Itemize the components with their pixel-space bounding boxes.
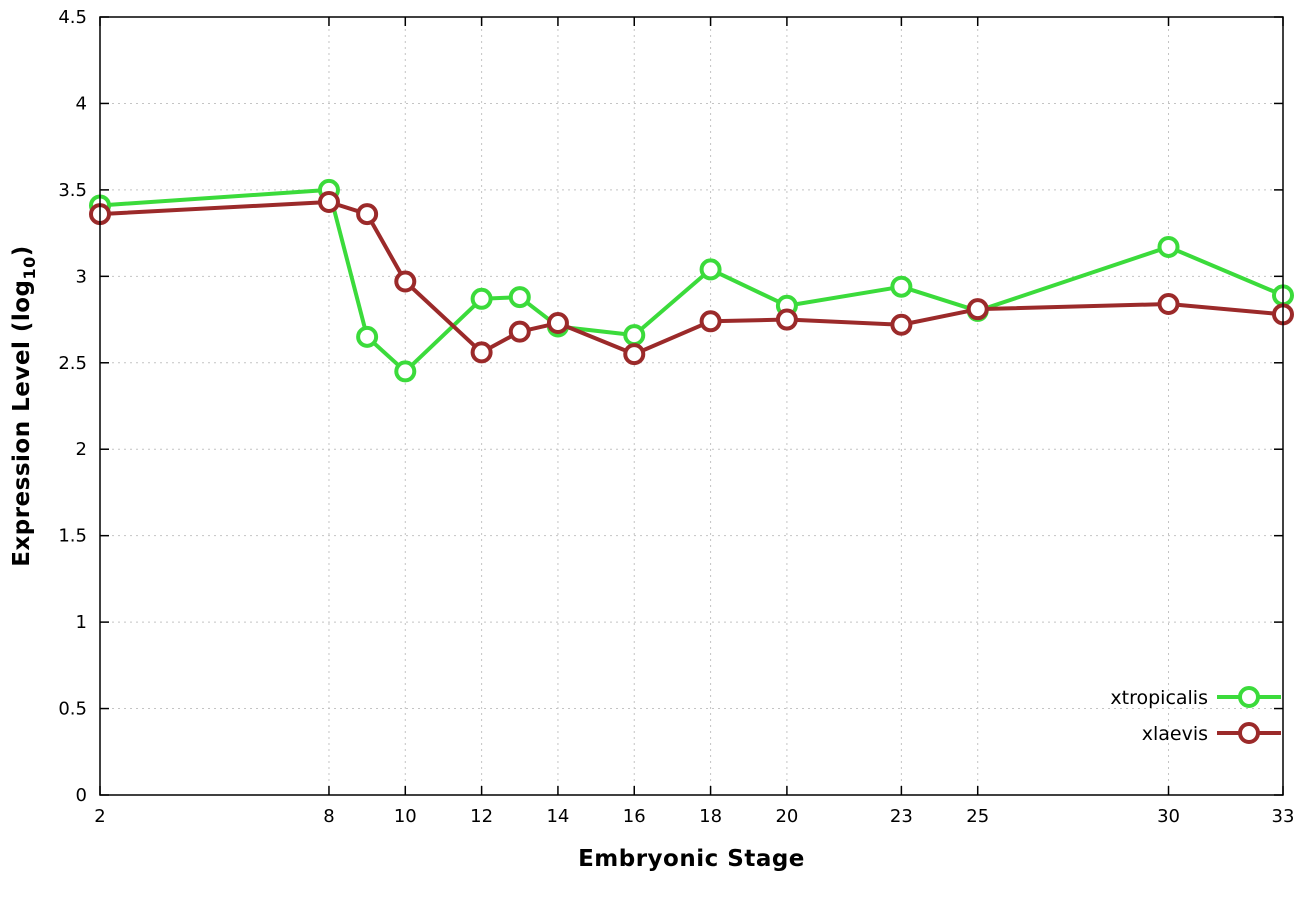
- x-tick-label: 8: [323, 806, 334, 827]
- x-tick-label: 18: [699, 806, 722, 827]
- y-tick-label: 0.5: [58, 699, 87, 720]
- data-point: [317, 190, 340, 213]
- plot-border: [99, 16, 1284, 796]
- data-point: [775, 308, 798, 331]
- y-tick-labels: 0 0.5 1 1.5 2 2.5 3 3.5 4 4.5: [58, 7, 87, 806]
- data-point: [508, 286, 531, 309]
- y-axis-title-close: ): [9, 245, 36, 257]
- x-tick-label: 23: [890, 806, 913, 827]
- series-xtropicalis: [89, 178, 1294, 383]
- data-point: [623, 343, 646, 366]
- data-point: [356, 325, 379, 348]
- y-tick-label: 4.5: [58, 7, 87, 28]
- y-axis-title: Expression Level (log10): [9, 245, 39, 567]
- y-tick-label: 3: [76, 266, 87, 287]
- x-tick-label: 25: [966, 806, 989, 827]
- data-point: [394, 360, 417, 383]
- grid: [99, 16, 1284, 796]
- x-axis-title: Embryonic Stage: [578, 846, 805, 872]
- x-tick-label: 12: [470, 806, 493, 827]
- x-tick-label: 30: [1157, 806, 1180, 827]
- legend-label-xlaevis: xlaevis: [1142, 723, 1208, 745]
- y-tick-label: 2.5: [58, 353, 87, 374]
- data-point: [699, 310, 722, 333]
- x-tick-label: 16: [623, 806, 646, 827]
- y-tick-label: 1: [76, 612, 87, 633]
- y-tick-label: 4: [76, 93, 87, 114]
- data-point: [356, 203, 379, 226]
- x-tick-label: 2: [94, 806, 105, 827]
- data-point: [394, 270, 417, 293]
- data-point: [699, 258, 722, 281]
- data-point: [966, 298, 989, 321]
- data-point: [470, 341, 493, 364]
- series-xlaevis: [89, 190, 1294, 366]
- legend-label-xtropicalis: xtropicalis: [1110, 687, 1208, 709]
- y-tick-label: 3.5: [58, 180, 87, 201]
- data-point: [546, 312, 569, 335]
- y-axis-title-text: Expression Level (log: [9, 279, 36, 567]
- legend-marker: [1238, 686, 1260, 708]
- series-line-xlaevis: [98, 199, 1285, 357]
- y-tick-label: 0: [76, 785, 87, 806]
- tick-marks: [99, 16, 1284, 796]
- data-point: [470, 287, 493, 310]
- x-tick-label: 10: [394, 806, 417, 827]
- y-axis-title-subscript: 10: [19, 256, 39, 280]
- x-tick-label: 33: [1272, 806, 1295, 827]
- data-point: [623, 324, 646, 347]
- x-tick-labels: 2 8 10 12 14 16 18 20 23 25 30 33: [94, 806, 1294, 827]
- series-line-xtropicalis: [98, 187, 1285, 374]
- x-tick-label: 20: [775, 806, 798, 827]
- legend: xtropicalis xlaevis: [1110, 686, 1281, 745]
- data-point: [1157, 235, 1180, 258]
- data-point: [890, 313, 913, 336]
- data-point: [508, 320, 531, 343]
- data-point: [1157, 292, 1180, 315]
- x-tick-label: 14: [546, 806, 569, 827]
- data-point: [890, 275, 913, 298]
- y-tick-label: 1.5: [58, 526, 87, 547]
- y-tick-label: 2: [76, 439, 87, 460]
- legend-marker: [1238, 722, 1260, 744]
